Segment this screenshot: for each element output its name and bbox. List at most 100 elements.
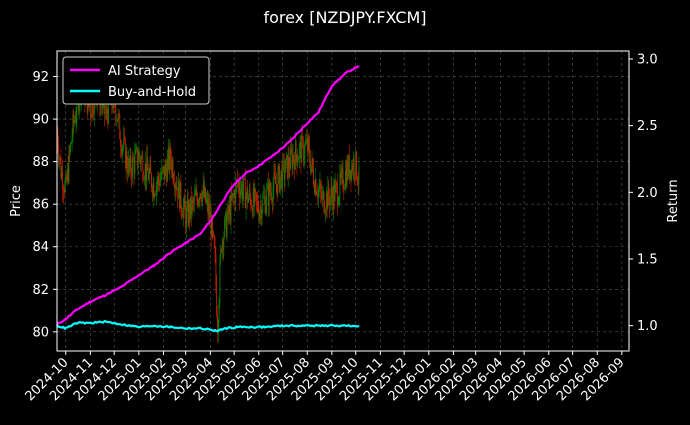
- candle-body: [339, 172, 341, 198]
- y-left-tick-label: 82: [32, 283, 49, 298]
- candle-body: [64, 180, 66, 193]
- candle-body: [254, 189, 256, 204]
- candle-body: [239, 191, 241, 199]
- candle-body: [143, 178, 144, 180]
- candle-body: [263, 196, 265, 197]
- candle-body: [129, 155, 131, 168]
- candle-body: [90, 116, 92, 118]
- y-right-tick-label: 1.0: [637, 319, 658, 334]
- candle-body: [252, 207, 253, 216]
- candle-body: [194, 195, 196, 196]
- candle-body: [177, 187, 179, 199]
- candle-body: [341, 170, 342, 179]
- candle-body: [351, 164, 353, 180]
- candle-body: [324, 211, 326, 213]
- candle-body: [245, 195, 247, 208]
- candle-body: [286, 154, 287, 159]
- candle-body: [119, 114, 121, 140]
- candle-body: [209, 210, 211, 218]
- candle-body: [171, 159, 172, 171]
- candle-body: [227, 205, 229, 219]
- candle-body: [74, 120, 75, 124]
- candle-body: [221, 240, 223, 252]
- candle-body: [334, 184, 336, 202]
- candle-body: [331, 187, 333, 197]
- candle-body: [275, 175, 276, 184]
- candle-body: [332, 196, 334, 210]
- candle-body: [163, 166, 164, 169]
- candle-body: [352, 164, 353, 172]
- candle-body: [60, 157, 62, 179]
- candle-body: [259, 211, 260, 221]
- candle-body: [175, 185, 177, 189]
- candle-body: [205, 187, 206, 203]
- candle-body: [159, 179, 161, 187]
- y-left-tick-label: 90: [32, 113, 49, 128]
- candle-body: [277, 172, 279, 195]
- candle-body: [307, 138, 309, 151]
- y-right-tick-label: 2.0: [637, 186, 658, 201]
- candle-body: [190, 196, 192, 215]
- candle-body: [225, 212, 227, 237]
- candle-body: [234, 192, 236, 203]
- candle-body: [170, 147, 172, 160]
- candle-body: [222, 240, 224, 250]
- candle-body: [61, 171, 63, 179]
- candle-body: [336, 183, 338, 185]
- candle-body: [148, 172, 150, 181]
- candle-body: [273, 173, 275, 188]
- candle-body: [159, 180, 160, 187]
- candle-body: [262, 197, 264, 212]
- candle-body: [198, 200, 199, 206]
- candle-body: [268, 183, 270, 206]
- candle-body: [163, 166, 165, 179]
- candle-body: [267, 183, 268, 190]
- candle-body: [249, 189, 251, 198]
- candle-body: [244, 178, 246, 208]
- candle-body: [117, 114, 119, 122]
- candle-body: [187, 200, 189, 224]
- candle-body: [104, 95, 106, 115]
- candle-body: [130, 155, 132, 173]
- candle-body: [290, 148, 291, 170]
- candle-body: [106, 105, 108, 114]
- candle-body: [139, 151, 141, 159]
- candle-body: [70, 142, 72, 144]
- plot-frame: [56, 50, 630, 352]
- candle-body: [62, 171, 63, 190]
- candle-body: [208, 204, 210, 214]
- candle-body: [282, 160, 284, 189]
- candle-body: [281, 170, 283, 189]
- candle-body: [295, 142, 297, 155]
- candle-body: [272, 187, 274, 203]
- candle-body: [132, 157, 133, 178]
- candle-body: [136, 147, 138, 166]
- candle-body: [195, 190, 197, 196]
- candle-body: [306, 139, 308, 151]
- candle-body: [165, 163, 167, 169]
- candle-body: [188, 203, 190, 224]
- candle-body: [241, 184, 243, 200]
- candle-body: [156, 182, 158, 185]
- candle-body: [196, 190, 198, 198]
- candle-body: [328, 184, 330, 198]
- candle-body: [350, 170, 352, 180]
- candle-body: [169, 147, 171, 170]
- candle-body: [320, 183, 322, 192]
- candle-body: [294, 159, 295, 170]
- candle-body: [345, 170, 347, 187]
- candle-body: [204, 187, 206, 198]
- candle-body: [212, 218, 214, 232]
- series-layer: [56, 64, 360, 333]
- candle-body: [178, 180, 180, 209]
- candle-body: [344, 170, 346, 188]
- candle-body: [304, 144, 306, 156]
- candle-body: [238, 181, 240, 192]
- candle-body: [347, 162, 349, 177]
- candle-body: [198, 200, 200, 202]
- candle-body: [356, 151, 357, 179]
- candle-body: [128, 158, 129, 175]
- candle-body: [132, 157, 134, 161]
- candle-body: [58, 157, 60, 160]
- candle-body: [128, 158, 130, 168]
